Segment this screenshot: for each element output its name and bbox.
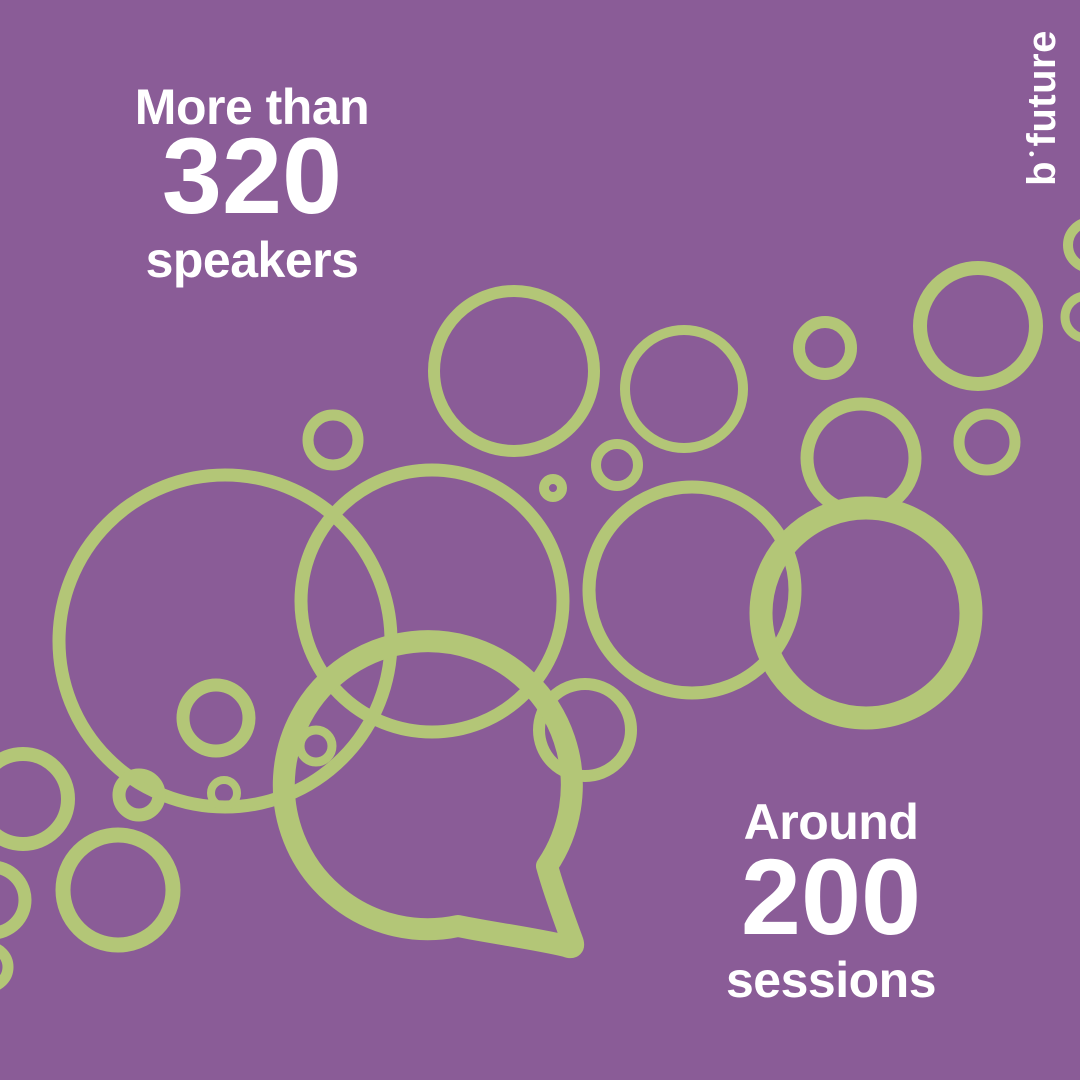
bubble-circle — [1063, 219, 1080, 271]
sessions-stat-value: 200 — [740, 836, 922, 957]
speakers-stat-prefix: More than — [134, 79, 370, 135]
speakers-stat-label: speakers — [145, 232, 359, 288]
bubble-circle — [112, 768, 166, 822]
brand-logo-b: b — [1020, 160, 1064, 186]
bubble-circle — [302, 409, 364, 471]
bubble-circle — [539, 474, 567, 502]
bubble-circle — [953, 408, 1021, 476]
speech-bubble-icon — [272, 630, 585, 959]
bubble-circle — [294, 463, 570, 739]
bubble-circle — [582, 480, 802, 700]
bubble-circle — [620, 325, 748, 453]
brand-logo: b • future — [1020, 23, 1064, 193]
bubble-circle — [591, 439, 643, 491]
bubble-circle — [800, 397, 922, 519]
brand-logo-rest: future — [1020, 30, 1064, 147]
bubble-circles-group — [0, 219, 1080, 990]
speakers-stat-value: 320 — [161, 115, 343, 236]
bubble-circle — [52, 468, 398, 814]
bubble-circle — [0, 747, 75, 851]
sessions-stat-label: sessions — [725, 952, 937, 1008]
bubble-circle — [0, 861, 32, 939]
bubble-circle — [0, 944, 14, 990]
bubble-circle — [295, 725, 337, 767]
bubble-circle — [428, 285, 600, 457]
brand-logo-dot-icon: • — [1021, 150, 1041, 157]
bubble-circle — [207, 776, 241, 810]
sessions-stat-prefix: Around — [743, 794, 919, 850]
bubble-circle — [533, 678, 637, 782]
bubble-circle — [176, 678, 256, 758]
bubble-circle — [1060, 292, 1080, 342]
bubble-circle — [793, 316, 857, 380]
bubble-circle — [749, 496, 983, 730]
bubble-circle — [55, 827, 181, 953]
bubble-circle — [913, 261, 1043, 391]
